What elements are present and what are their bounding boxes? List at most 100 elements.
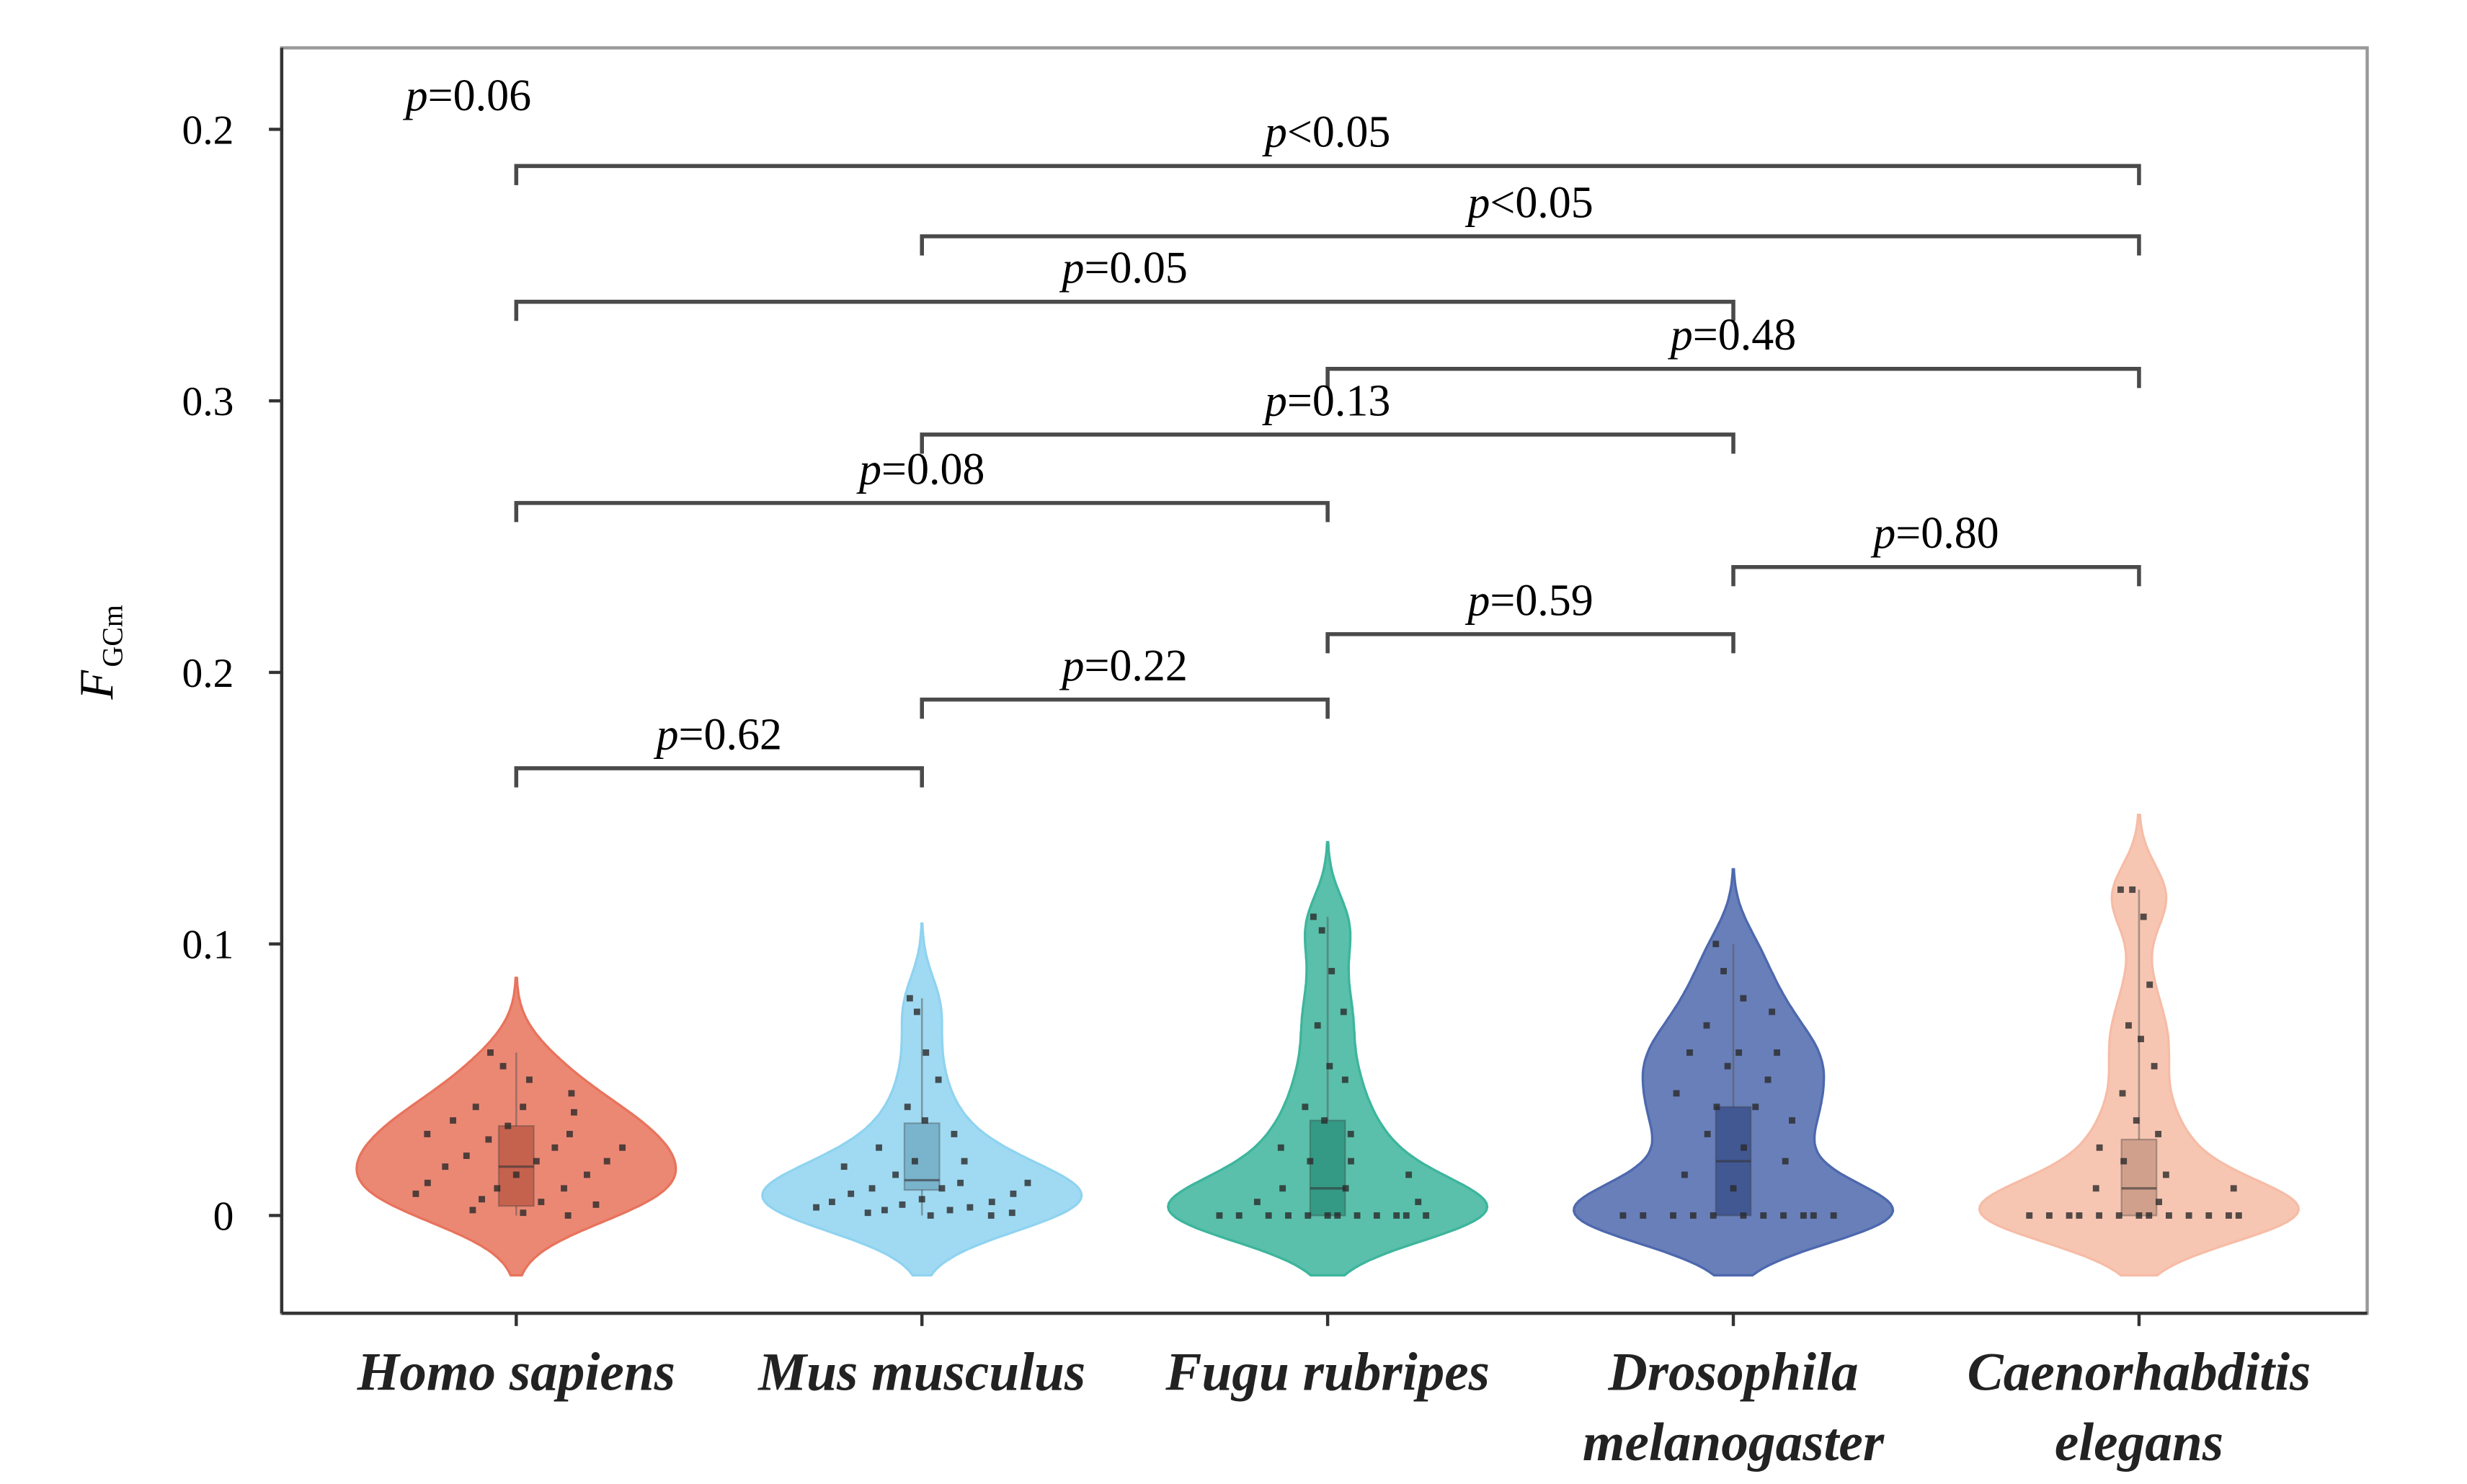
point	[935, 1076, 942, 1083]
point	[412, 1190, 419, 1197]
x-tick-label: Drosophila melanogaster	[1582, 1343, 1885, 1473]
point	[1334, 1212, 1341, 1219]
point	[1769, 1008, 1776, 1016]
point	[1724, 1062, 1731, 1070]
point	[1277, 1144, 1284, 1151]
point	[1302, 1103, 1309, 1111]
bracket	[1731, 565, 2141, 587]
point	[1403, 1212, 1410, 1219]
point	[619, 1144, 626, 1151]
point	[2133, 1117, 2140, 1124]
point	[840, 1163, 848, 1170]
point	[1713, 1103, 1720, 1111]
point	[424, 1131, 431, 1137]
point	[424, 1179, 431, 1186]
point	[913, 1008, 920, 1016]
p-value-label: p=0.06	[403, 71, 531, 120]
point	[1314, 1022, 1321, 1029]
point	[533, 1158, 540, 1165]
point	[571, 1108, 577, 1116]
point	[2117, 886, 2124, 893]
p-value-label: p=0.80	[1870, 509, 1999, 558]
box	[903, 1122, 941, 1191]
point	[2140, 913, 2147, 920]
point	[2235, 1212, 2242, 1219]
point	[899, 1201, 906, 1208]
point	[2026, 1212, 2033, 1219]
point	[987, 1212, 995, 1219]
point	[1279, 1185, 1286, 1192]
point	[551, 1144, 559, 1151]
x-tick-label-box: Drosophila melanogaster	[1582, 1343, 1885, 1473]
point	[538, 1199, 545, 1206]
point	[603, 1158, 610, 1165]
point	[2115, 1212, 2122, 1219]
point	[561, 1185, 567, 1192]
point	[1774, 1049, 1781, 1056]
point	[946, 1207, 954, 1214]
point	[2151, 1062, 2158, 1070]
point	[1341, 1076, 1348, 1083]
bracket	[514, 766, 924, 788]
y-label-main: F	[71, 669, 123, 700]
point	[2138, 1036, 2144, 1043]
y-axis-label: F GCm	[71, 605, 128, 700]
point	[568, 1090, 575, 1097]
bracket	[1325, 366, 2141, 388]
x-tick-label: Fugu rubripes	[1165, 1343, 1490, 1403]
box	[1309, 1119, 1346, 1217]
point	[479, 1196, 485, 1203]
bracket	[920, 234, 2141, 256]
point	[966, 1204, 974, 1211]
point	[1008, 1209, 1015, 1217]
point	[2125, 1022, 2132, 1029]
point	[2129, 886, 2136, 893]
point	[1800, 1212, 1807, 1219]
point	[1423, 1212, 1430, 1219]
y-tick-label: 0.3	[182, 379, 234, 425]
p-value-label: p=0.05	[1059, 244, 1187, 293]
point	[1619, 1212, 1627, 1219]
point	[1324, 1212, 1331, 1219]
point	[1752, 1103, 1759, 1111]
point	[2135, 1212, 2143, 1219]
bracket	[514, 501, 1330, 523]
point	[463, 1152, 470, 1160]
point	[868, 1185, 876, 1192]
y-tick-label: 0	[213, 1194, 234, 1239]
bracket	[920, 432, 1735, 454]
point	[1670, 1212, 1676, 1219]
point	[485, 1136, 492, 1143]
p-value-label: p<0.05	[1262, 108, 1390, 157]
point	[1307, 1158, 1314, 1165]
point	[450, 1117, 456, 1124]
point	[1310, 913, 1317, 920]
point	[988, 1199, 995, 1206]
point	[1720, 967, 1727, 974]
point	[1265, 1212, 1272, 1219]
point	[1405, 1171, 1413, 1178]
p-value-label: p=0.22	[1059, 641, 1187, 690]
point	[2230, 1185, 2237, 1192]
point	[1318, 927, 1325, 934]
point	[923, 1049, 930, 1056]
point	[1328, 967, 1335, 974]
point	[2162, 1171, 2169, 1178]
y-tick-label: 0.2	[182, 107, 234, 153]
point	[2096, 1212, 2103, 1219]
x-tick-label: Caenorhabditis elegans	[1967, 1343, 2311, 1473]
point	[526, 1076, 533, 1083]
point	[584, 1171, 590, 1178]
point	[1730, 1185, 1737, 1192]
point	[881, 1207, 888, 1214]
point	[1373, 1212, 1380, 1219]
point	[1741, 1144, 1747, 1151]
point	[1704, 1131, 1711, 1137]
point	[2226, 1212, 2232, 1219]
bracket	[514, 299, 1735, 321]
y-label-sub: GCm	[96, 605, 128, 667]
point	[2096, 1144, 2103, 1151]
point	[1216, 1212, 1223, 1219]
point	[1710, 1212, 1717, 1219]
